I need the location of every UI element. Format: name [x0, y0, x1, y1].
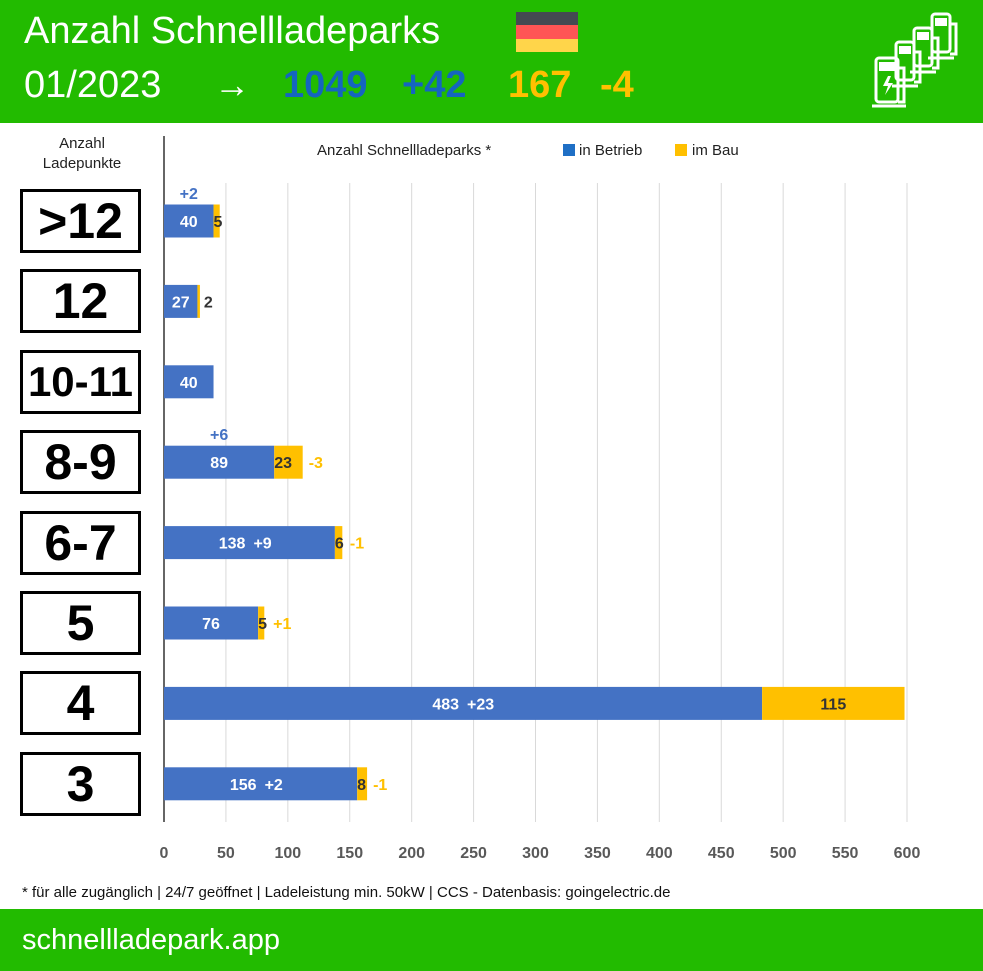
delta-label-im-bau: -3 [309, 455, 323, 472]
data-label-im-bau: 5 [258, 616, 267, 633]
y-axis-header: Anzahl Ladepunkte [42, 135, 122, 172]
footer-site: schnellladepark.app [22, 924, 280, 956]
bar-in-betrieb [164, 686, 763, 720]
bar-im-bau [274, 445, 303, 479]
delta-label-im-bau: -1 [350, 536, 364, 553]
category-box: 6-7 [20, 510, 141, 575]
x-tick-label: 250 [460, 845, 487, 862]
data-label-im-bau: 2 [204, 294, 213, 311]
x-tick-label: 150 [336, 845, 363, 862]
footer-banner: schnellladepark.app [0, 909, 983, 971]
bar-in-betrieb [164, 445, 275, 479]
header-banner: Anzahl Schnellladeparks 01/2023 → 1049 +… [0, 0, 983, 123]
data-label-in-betrieb: 27 [172, 294, 190, 311]
bar-im-bau [357, 767, 368, 801]
x-tick-label: 400 [646, 845, 673, 862]
delta-label-in-betrieb: +23 [467, 696, 494, 713]
bar-in-betrieb [164, 365, 214, 399]
x-tick-label: 350 [584, 845, 611, 862]
bar-im-bau [762, 686, 905, 720]
data-label-im-bau: 6 [335, 536, 344, 553]
delta-label-in-betrieb: +2 [265, 777, 283, 794]
category-box: 3 [20, 751, 141, 816]
bar-im-bau [334, 526, 343, 560]
data-label-in-betrieb: 156 [230, 777, 257, 794]
x-tick-label: 100 [274, 845, 301, 862]
footnote: * für alle zugänglich | 24/7 geöffnet | … [22, 884, 671, 901]
bar-in-betrieb [164, 284, 198, 318]
charging-station-icon [872, 12, 958, 108]
germany-flag-icon [516, 12, 578, 52]
category-box: 5 [20, 591, 141, 655]
x-tick-label: 0 [160, 845, 169, 862]
legend-swatch-construction [675, 144, 687, 156]
delta-label-in-betrieb: +2 [180, 186, 198, 203]
delta-label-im-bau: -1 [373, 777, 387, 794]
x-tick-label: 600 [894, 845, 921, 862]
data-label-im-bau: 23 [274, 455, 292, 472]
delta-label-in-betrieb: +6 [210, 427, 228, 444]
x-tick-label: 550 [832, 845, 859, 862]
data-label-in-betrieb: 483 [432, 696, 459, 713]
data-label-in-betrieb: 40 [180, 375, 198, 392]
x-tick-label: 500 [770, 845, 797, 862]
delta-label-in-betrieb: +9 [253, 536, 271, 553]
bar-in-betrieb [164, 526, 335, 560]
construction-delta: -4 [600, 64, 634, 106]
x-tick-label: 300 [522, 845, 549, 862]
legend-swatch-operating [563, 144, 575, 156]
arrow-right-icon: → [214, 64, 250, 105]
category-box: 12 [20, 269, 141, 334]
data-label-im-bau: 8 [357, 777, 366, 794]
bar-in-betrieb [164, 204, 214, 238]
category-box: >12 [20, 189, 141, 253]
x-tick-label: 200 [398, 845, 425, 862]
data-label-in-betrieb: 40 [180, 214, 198, 231]
bar-im-bau [197, 284, 200, 318]
legend-label-operating: in Betrieb [579, 142, 643, 159]
report-date: 01/2023 [24, 64, 162, 106]
data-label-in-betrieb: 76 [202, 616, 220, 633]
category-box: 8-9 [20, 430, 141, 495]
bar-in-betrieb [164, 606, 259, 640]
operating-total: 1049 [283, 64, 368, 106]
bar-im-bau [213, 204, 220, 238]
delta-label-im-bau: +1 [273, 616, 291, 633]
data-label-im-bau: 5 [214, 214, 223, 231]
data-label-im-bau: 115 [820, 696, 846, 713]
data-label-in-betrieb: 89 [210, 455, 228, 472]
page-title: Anzahl Schnellladeparks [24, 10, 441, 52]
bar-in-betrieb [164, 767, 358, 801]
x-tick-label: 450 [708, 845, 735, 862]
legend-label-construction: im Bau [692, 142, 739, 159]
bar-im-bau [258, 606, 265, 640]
category-box: 10-11 [20, 349, 141, 414]
construction-total: 167 [508, 64, 572, 106]
operating-delta: +42 [402, 64, 467, 106]
legend-title: Anzahl Schnellladeparks * [317, 142, 492, 159]
x-tick-label: 50 [217, 845, 235, 862]
category-box: 4 [20, 671, 141, 736]
data-label-in-betrieb: 138 [219, 536, 246, 553]
